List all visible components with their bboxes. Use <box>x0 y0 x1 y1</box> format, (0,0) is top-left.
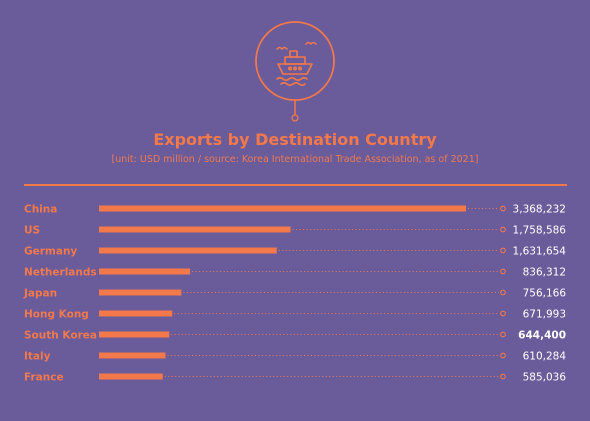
bar <box>99 268 191 275</box>
category-label: France <box>24 372 64 384</box>
bar <box>99 352 166 359</box>
bar <box>99 205 466 212</box>
bar <box>99 310 173 317</box>
leader-end-marker <box>500 247 506 254</box>
leader-end-marker <box>500 226 506 233</box>
bar <box>99 289 182 296</box>
value-label: 585,036 <box>523 372 567 384</box>
leader-end-marker <box>500 289 506 296</box>
value-label: 671,993 <box>523 309 566 321</box>
leader-end-marker <box>500 268 506 275</box>
leader-end-marker <box>500 310 506 317</box>
ship-icon <box>255 21 335 122</box>
leader-end-marker <box>500 331 506 338</box>
category-label: Hong Kong <box>24 309 89 321</box>
chart-title: Exports by Destination Country <box>153 130 437 149</box>
value-label: 1,631,654 <box>513 246 567 258</box>
leader-end-marker <box>500 205 506 212</box>
bar <box>99 331 170 338</box>
value-label: 3,368,232 <box>513 204 566 216</box>
chart-subtitle: [unit: USD million / source: Korea Inter… <box>111 154 479 165</box>
value-label: 836,312 <box>523 267 566 279</box>
bar <box>99 373 163 380</box>
category-label: US <box>24 225 40 237</box>
bar <box>99 226 291 233</box>
divider <box>24 184 567 186</box>
bar <box>99 247 277 254</box>
value-label: 1,758,586 <box>513 225 567 237</box>
category-label: China <box>24 204 57 216</box>
value-label: 610,284 <box>523 351 567 363</box>
value-label: 756,166 <box>523 288 567 300</box>
category-label: Netherlands <box>24 267 97 279</box>
category-label: Italy <box>24 351 51 363</box>
category-label: South Korea <box>24 330 97 342</box>
category-label: Germany <box>24 246 77 258</box>
category-label: Japan <box>23 288 57 300</box>
leader-end-marker <box>500 373 506 380</box>
leader-end-marker <box>500 352 506 359</box>
value-label: 644,400 <box>518 330 566 342</box>
